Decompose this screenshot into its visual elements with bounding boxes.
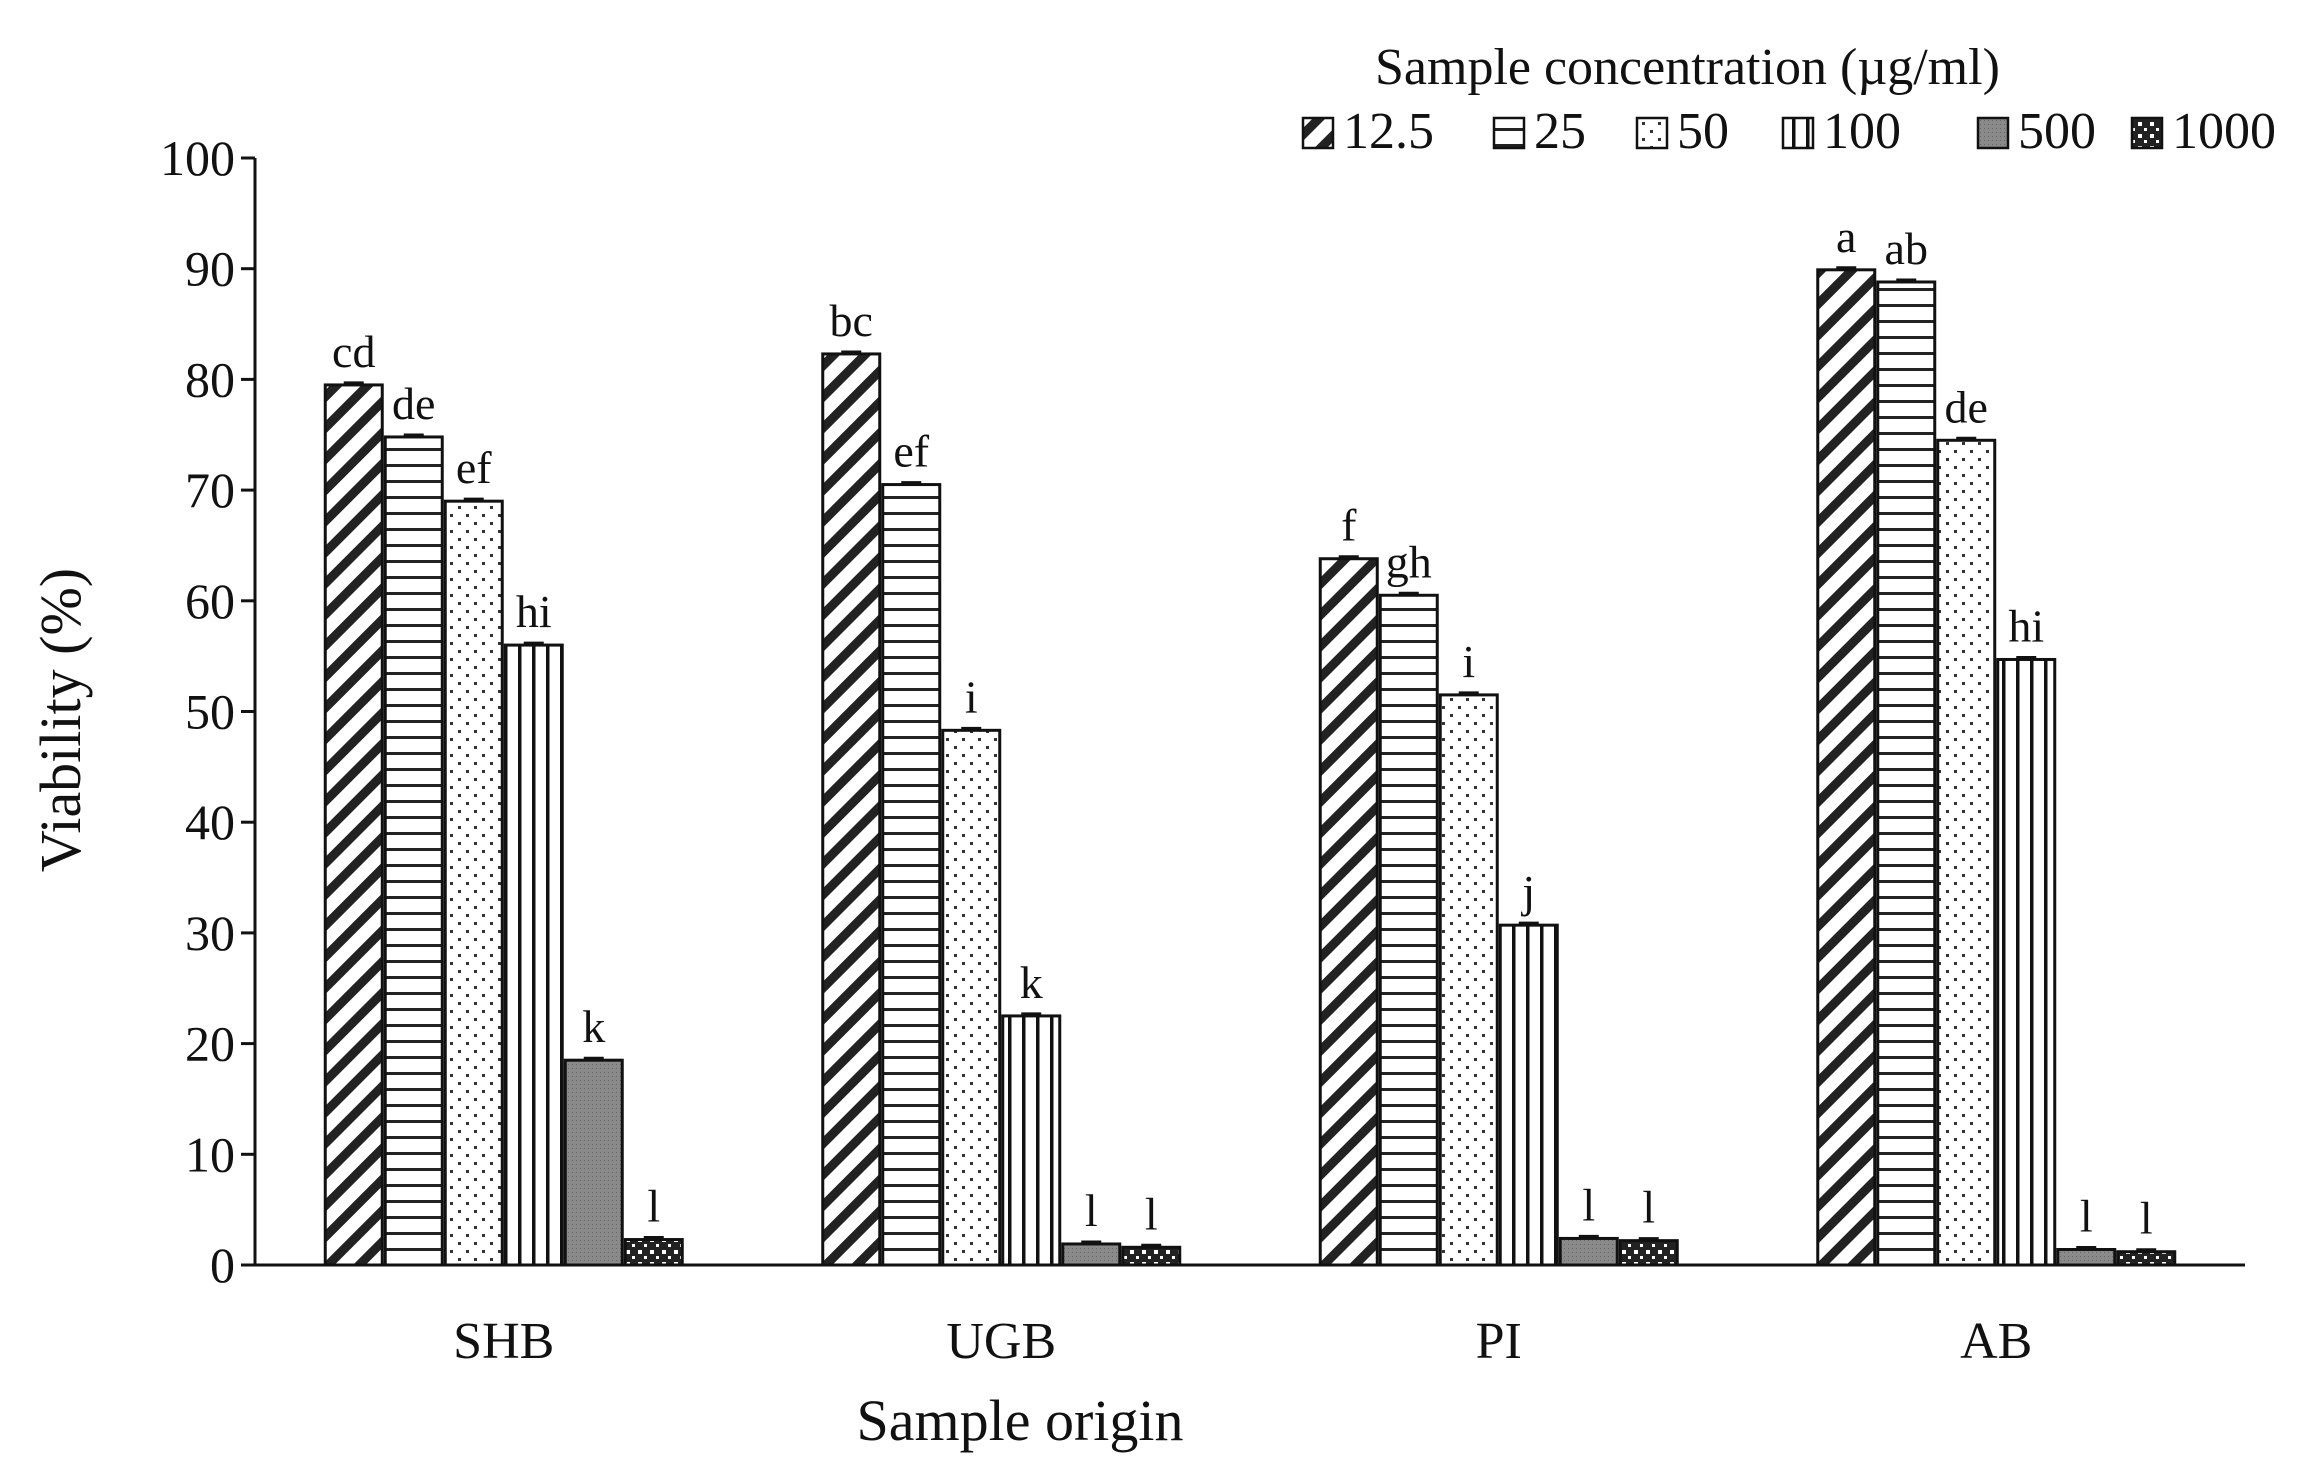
significance-letter: l (1642, 1182, 1655, 1233)
significance-letter: k (1020, 957, 1043, 1008)
x-tick-label: PI (1476, 1313, 1522, 1370)
significance-letter: cd (332, 326, 375, 377)
y-tick-label: 30 (185, 905, 235, 961)
significance-letter: ab (1885, 223, 1928, 274)
bar-AB-100 (1996, 657, 2057, 1267)
significance-letter: i (1462, 636, 1475, 687)
legend-swatch-500 (1976, 116, 2010, 150)
significance-letter: j (1520, 866, 1535, 917)
significance-letter: l (1582, 1179, 1595, 1230)
significance-letter: l (1085, 1185, 1098, 1236)
legend-label-1000: 1000 (2172, 103, 2276, 160)
legend-swatch-1000 (2130, 116, 2164, 150)
y-tick-label: 60 (185, 573, 235, 629)
y-tick-label: 10 (185, 1126, 235, 1182)
y-tick-label: 0 (210, 1237, 235, 1293)
significance-letter: hi (2008, 600, 2044, 651)
legend-swatch-25 (1492, 116, 1526, 150)
bar-AB-500 (2056, 1248, 2117, 1267)
bar-UGB-1000 (1121, 1245, 1182, 1267)
bars (323, 266, 2177, 1267)
significance-letter: l (2080, 1191, 2093, 1242)
bar-UGB-25 (881, 483, 942, 1267)
y-tick-label: 70 (185, 462, 235, 518)
significance-letter: bc (830, 295, 873, 346)
significance-letter: de (1945, 381, 1988, 432)
bar-SHB-12.5 (323, 383, 384, 1267)
significance-letter: l (647, 1181, 660, 1232)
y-axis: 0 10 20 30 40 50 60 70 80 90 100 (160, 130, 257, 1293)
bar-AB-25 (1876, 280, 1937, 1267)
significance-letter: de (392, 378, 435, 429)
bar-PI-500 (1558, 1236, 1619, 1267)
x-axis: SHB UGB PI AB (255, 1263, 2245, 1370)
y-tick-label: 100 (160, 130, 235, 186)
bar-UGB-500 (1061, 1242, 1122, 1267)
significance-letter: l (1145, 1188, 1158, 1239)
y-tick-label: 40 (185, 794, 235, 850)
legend-title: Sample concentration (µg/ml) (1375, 39, 2000, 96)
significance-letter: a (1836, 211, 1856, 262)
legend-swatch-50 (1635, 116, 1669, 150)
y-tick-label: 90 (185, 241, 235, 297)
significance-letter: l (2140, 1193, 2153, 1244)
bar-PI-100 (1498, 923, 1559, 1267)
bar-PI-1000 (1618, 1239, 1679, 1267)
y-tick-label: 50 (185, 684, 235, 740)
significance-letter: ef (456, 442, 492, 493)
x-tick-label: AB (1960, 1313, 2032, 1370)
x-tick-label: SHB (453, 1313, 554, 1370)
bar-SHB-100 (503, 643, 564, 1267)
bar-UGB-50 (941, 728, 1002, 1267)
bar-SHB-500 (563, 1058, 624, 1267)
bar-SHB-1000 (623, 1238, 684, 1267)
legend: 12.5 25 50 100 500 1000 (1301, 103, 2276, 160)
legend-label-500: 500 (2018, 103, 2096, 160)
bar-SHB-25 (383, 435, 444, 1267)
x-tick-label: UGB (946, 1313, 1056, 1370)
bar-UGB-100 (1001, 1014, 1062, 1267)
bar-AB-50 (1936, 438, 1997, 1267)
legend-label-25: 25 (1534, 103, 1586, 160)
bar-AB-12.5 (1816, 268, 1877, 1267)
significance-letter: i (965, 671, 978, 722)
significance-letter: ef (893, 426, 929, 477)
significance-letter: gh (1386, 536, 1432, 587)
bar-PI-12.5 (1318, 557, 1379, 1267)
significance-letter: f (1341, 500, 1357, 551)
legend-label-100: 100 (1823, 103, 1901, 160)
bar-SHB-50 (443, 499, 504, 1267)
y-tick-label: 80 (185, 351, 235, 407)
bar-AB-1000 (2116, 1250, 2177, 1267)
x-axis-title: Sample origin (856, 1388, 1183, 1453)
significance-letter: k (582, 1001, 605, 1052)
y-axis-title: Viability (%) (28, 568, 93, 872)
bar-PI-25 (1378, 593, 1439, 1267)
significance-letter: hi (516, 586, 552, 637)
legend-swatch-12.5 (1301, 116, 1335, 150)
legend-swatch-100 (1781, 116, 1815, 150)
legend-label-12.5: 12.5 (1343, 103, 1434, 160)
y-tick-label: 20 (185, 1016, 235, 1072)
bar-PI-50 (1438, 693, 1499, 1267)
legend-label-50: 50 (1677, 103, 1729, 160)
bar-UGB-12.5 (821, 352, 882, 1267)
